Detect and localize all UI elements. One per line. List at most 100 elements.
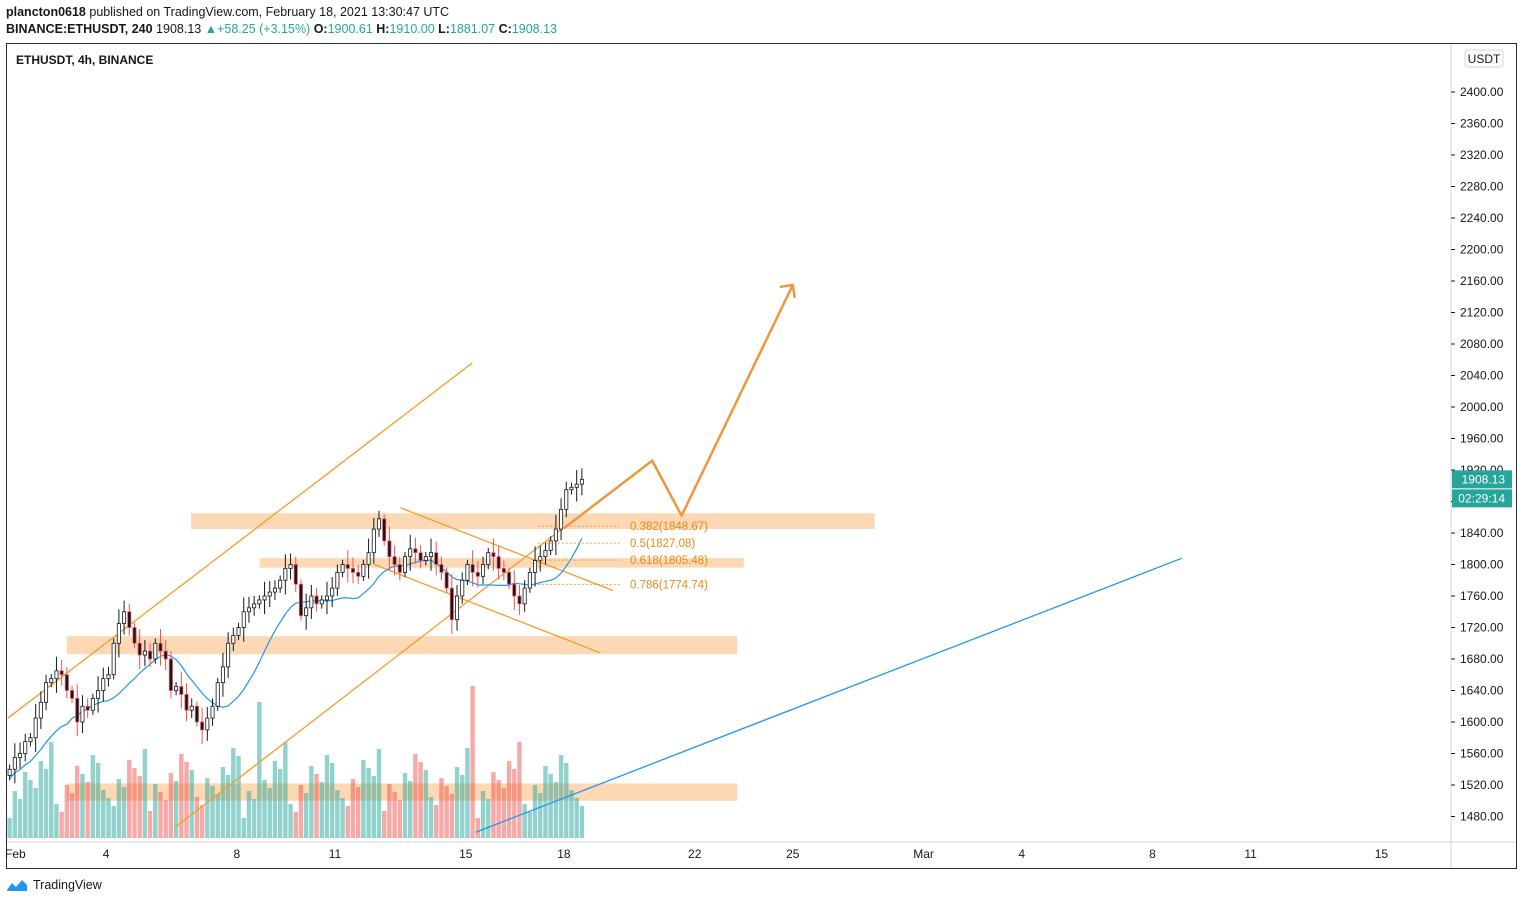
currency-badge[interactable]: USDT [1468, 52, 1501, 66]
volume-bar [387, 784, 392, 838]
candle-body [257, 599, 262, 605]
volume-bar [506, 761, 512, 838]
candle-body [174, 686, 179, 691]
plot-area[interactable]: 0.382(1848.67) 0.5(1827.08) 0.618(1805.48)… [7, 283, 1183, 838]
volume-bar [43, 769, 49, 838]
volume-bar [480, 791, 486, 838]
open-label: O: [313, 22, 328, 36]
tradingview-logo-icon[interactable] [6, 878, 28, 892]
volume-bar [335, 790, 340, 838]
y-tick-label: 2160.00 [1460, 274, 1504, 288]
y-tick-label: 1760.00 [1460, 589, 1504, 603]
volume-bar [309, 766, 314, 838]
volume-bar [574, 798, 579, 838]
y-tick-label: 2360.00 [1460, 117, 1504, 131]
candle-body [507, 571, 512, 585]
candle-body [481, 564, 486, 577]
candle-body [330, 587, 335, 597]
currency-badge-box[interactable] [1464, 49, 1504, 68]
volume-bar [340, 798, 345, 838]
chart-symbol-title: ETHUSDT, 4h, BINANCE [16, 53, 154, 67]
volume-bar [522, 804, 527, 838]
candle-body [85, 705, 90, 711]
volume-bar [194, 797, 200, 838]
x-tick-label: 15 [1375, 847, 1389, 861]
volume-bar [366, 768, 371, 838]
candle-body [371, 528, 376, 554]
volume-bar [303, 793, 309, 838]
volume-bar [532, 785, 538, 838]
volume-bar [283, 742, 288, 838]
y-tick-label: 1520.00 [1460, 778, 1504, 792]
volume-bar [538, 793, 543, 838]
volume-bar [80, 774, 85, 838]
candle-body [101, 678, 106, 691]
volume-bar [147, 811, 153, 838]
candle-body [517, 595, 522, 605]
candle-body [538, 556, 543, 561]
volume-bar [127, 760, 132, 838]
candle-body [486, 552, 491, 565]
y-tick-label: 1840.00 [1460, 526, 1504, 540]
volume-bar [371, 776, 376, 838]
candle-body [283, 568, 288, 581]
candle-body [470, 564, 475, 573]
candle-body [137, 642, 142, 656]
symbol-interval: BINANCE:ETHUSDT, 240 [6, 22, 153, 36]
candle-body [408, 548, 413, 558]
volume-bar [475, 818, 481, 838]
y-tick-label: 2240.00 [1460, 211, 1504, 225]
volume-bar [225, 775, 231, 838]
candle-body [460, 579, 465, 597]
candle-body [350, 568, 355, 573]
volume-bar [329, 763, 335, 838]
volume-bar [90, 755, 96, 838]
low-value: 1881.07 [449, 22, 496, 36]
x-tick-label: Mar [913, 847, 934, 861]
volume-bar [434, 805, 439, 838]
open-value: 1900.61 [327, 22, 373, 36]
volume-bar [486, 799, 491, 838]
volume-bar [381, 811, 387, 838]
candle-body [148, 650, 153, 660]
candle-body [80, 705, 85, 723]
volume-bar [38, 761, 44, 838]
y-tick-label: 2400.00 [1460, 85, 1504, 99]
volume-bar [439, 778, 444, 838]
candle-body [491, 552, 496, 558]
candle-body [23, 741, 28, 754]
volume-bar [298, 785, 304, 838]
volume-bar [64, 785, 70, 838]
volume-bar [142, 749, 148, 838]
fib-level-label: 0.5(1827.08) [630, 538, 695, 550]
volume-bar [241, 818, 246, 838]
x-tick-label: 8 [1149, 847, 1156, 861]
volume-bar [496, 780, 501, 838]
candle-body [533, 560, 538, 573]
candle-body [54, 670, 59, 680]
volume-bar [7, 818, 12, 838]
candle-body [434, 552, 439, 565]
volume-bar [251, 799, 257, 838]
author-name[interactable]: plancton0618 [6, 5, 86, 19]
candle-body [288, 564, 293, 569]
change-text: +58.25 (+3.15%) [217, 22, 311, 36]
y-tick-label: 1640.00 [1460, 684, 1504, 698]
last-price-tag: 1908.13 [1462, 472, 1506, 486]
chart-frame [6, 43, 1517, 869]
candle-body [309, 595, 314, 609]
high-value: 1910.00 [389, 22, 435, 36]
support-resistance-zone [259, 558, 744, 568]
volume-bar [262, 780, 267, 838]
candle-body [252, 603, 257, 609]
fib-level-label: 0.786(1774.74) [630, 579, 708, 591]
y-tick-label: 2320.00 [1460, 148, 1504, 162]
trendline-lower-channel [174, 529, 562, 829]
volume-bar [319, 782, 324, 838]
candle-body [122, 611, 127, 624]
candle-body [387, 540, 392, 558]
candle-body [449, 587, 454, 621]
footer-brand[interactable]: TradingView [33, 878, 102, 892]
ohlc-line: BINANCE:ETHUSDT, 240 1908.13 ▲+58.25 (+3… [6, 22, 557, 36]
